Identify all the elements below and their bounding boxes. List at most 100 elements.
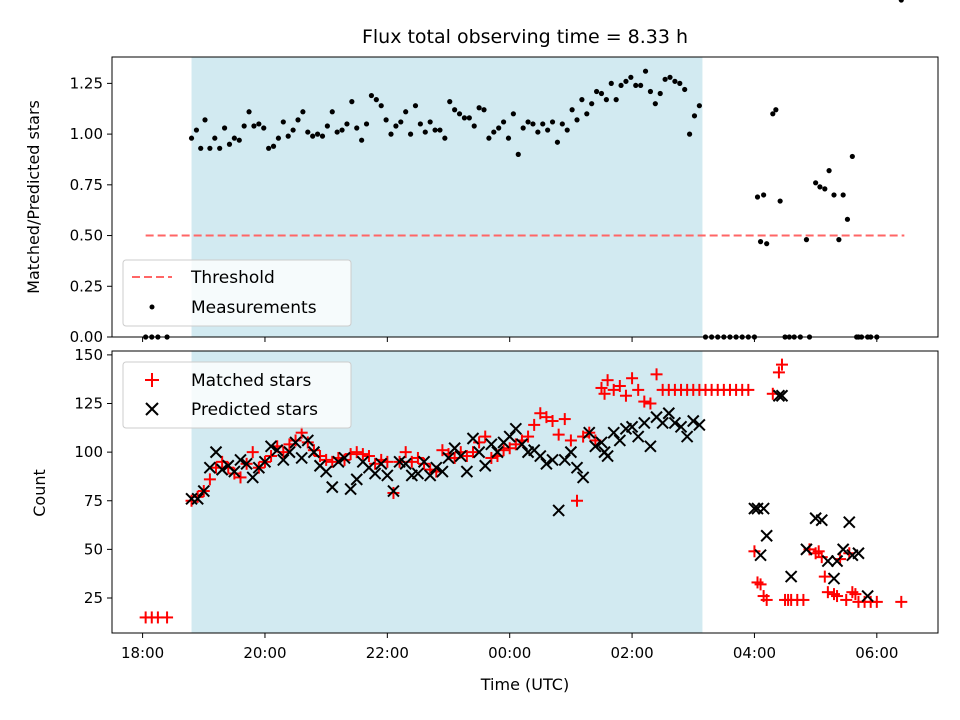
legend-measurements-label: Measurements — [191, 298, 317, 318]
measurement-point — [603, 97, 609, 103]
predicted-star-point — [430, 461, 443, 474]
measurement-point — [359, 137, 365, 143]
measurement-point — [295, 117, 301, 123]
measurement-point — [840, 192, 846, 198]
measurement-point — [618, 82, 624, 89]
measurement-point — [412, 103, 419, 109]
matched-star-point — [411, 451, 424, 464]
measurement-point — [319, 133, 326, 139]
matched-star-point — [638, 395, 651, 408]
matched-star-point — [460, 450, 473, 463]
predicted-star-point — [830, 554, 844, 568]
measurement-point — [339, 127, 345, 133]
predicted-star-point — [534, 449, 547, 463]
matched-star-point — [772, 366, 785, 379]
measurement-point — [329, 109, 335, 115]
predicted-star-point — [800, 543, 813, 556]
ratio-legend-box — [122, 259, 352, 327]
matched-star-point — [601, 374, 614, 387]
predicted-star-point — [301, 434, 314, 447]
matched-star-point — [473, 436, 486, 449]
measurement-point — [817, 184, 823, 190]
predicted-star-point — [775, 389, 789, 402]
measurement-point — [844, 216, 851, 222]
predicted-star-point — [772, 389, 786, 402]
measurement-point — [579, 97, 585, 103]
measurement-point — [324, 123, 330, 129]
predicted-star-point — [326, 480, 339, 494]
measurement-point — [251, 123, 257, 129]
legend-measurements-swatch — [149, 304, 155, 310]
predicted-star-point — [466, 432, 480, 445]
predicted-star-point — [546, 453, 559, 467]
x-axis-label: Time (UTC) — [480, 675, 569, 694]
matched-star-point — [509, 438, 522, 451]
measurement-point — [764, 241, 770, 247]
predicted-star-point — [552, 504, 565, 517]
matched-star-point — [246, 446, 259, 459]
predicted-star-point — [479, 459, 492, 472]
predicted-star-point — [583, 426, 596, 439]
measurement-point — [270, 143, 277, 149]
y-tick-label: 50 — [84, 540, 103, 558]
predicted-star-point — [283, 445, 296, 459]
measurement-point — [608, 80, 614, 86]
matched-star-point — [632, 383, 645, 396]
measurement-point — [388, 131, 394, 137]
predicted-star-point — [209, 445, 223, 459]
matched-star-point — [775, 358, 788, 371]
predicted-star-point — [454, 449, 467, 463]
measurement-point — [613, 97, 619, 103]
measurement-point — [452, 107, 458, 113]
measurement-point — [657, 90, 663, 97]
measurement-point — [344, 121, 350, 127]
predicted-star-point — [607, 426, 620, 439]
counts-legend-box — [122, 361, 352, 429]
matched-star-point — [644, 397, 657, 410]
measurement-point — [231, 135, 237, 141]
measurement-point — [256, 121, 262, 127]
measurement-point — [642, 68, 649, 74]
measurement-point — [496, 125, 502, 131]
predicted-star-point — [344, 482, 357, 496]
predicted-star-point — [589, 440, 602, 453]
measurement-point — [803, 237, 810, 243]
measurement-point — [773, 107, 779, 113]
measurement-point — [334, 129, 340, 135]
y-tick-label: 125 — [74, 395, 103, 413]
measurement-point — [831, 192, 837, 198]
predicted-star-point — [687, 414, 700, 428]
predicted-star-point — [656, 416, 669, 430]
matched-star-point — [849, 588, 862, 601]
measurement-point — [515, 151, 521, 157]
predicted-star-point — [638, 416, 651, 430]
predicted-star-point — [246, 471, 259, 484]
predicted-star-point — [368, 467, 382, 480]
predicted-star-point — [277, 453, 290, 467]
matched-star-point — [503, 442, 516, 455]
measurement-point — [481, 107, 487, 113]
measurement-point — [836, 237, 842, 243]
measurement-point — [407, 131, 414, 137]
predicted-star-point — [215, 463, 229, 476]
predicted-star-point — [757, 502, 770, 515]
matched-star-point — [295, 426, 308, 439]
matched-star-point — [619, 389, 632, 402]
ratio-legend: Threshold Measurements — [122, 259, 352, 327]
measurement-point — [559, 121, 565, 127]
measurement-point — [761, 192, 767, 198]
measurement-point — [770, 111, 776, 117]
measurement-point — [505, 135, 512, 141]
measurement-point — [310, 133, 316, 139]
y-tick-label: 150 — [74, 346, 103, 364]
legend-predicted-swatch — [145, 402, 159, 416]
matched-star-point — [564, 434, 577, 447]
x-tick-label: 22:00 — [366, 644, 409, 662]
predicted-star-point — [674, 420, 688, 434]
legend-matched-swatch — [145, 373, 159, 387]
predicted-star-point — [631, 430, 645, 443]
measurement-point — [777, 198, 783, 204]
predicted-star-point — [240, 457, 253, 471]
matched-star-point — [234, 471, 247, 484]
matched-star-point — [577, 430, 590, 443]
